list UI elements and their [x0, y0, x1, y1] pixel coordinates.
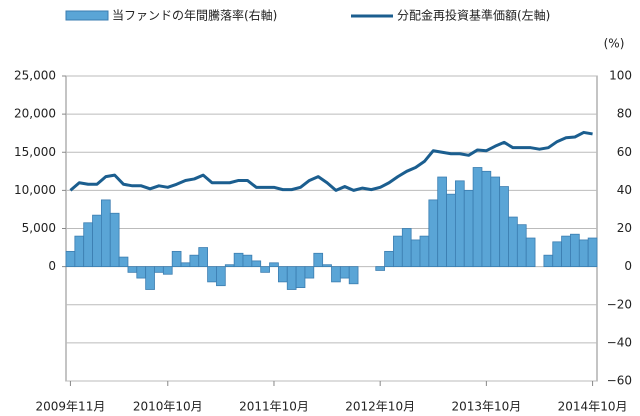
bar: [525, 237, 536, 268]
bar: [145, 266, 155, 290]
bar: [101, 199, 111, 268]
bar: [74, 235, 85, 268]
bar: [277, 266, 288, 283]
bar: [162, 266, 173, 275]
bar: [242, 254, 253, 268]
bar: [83, 222, 93, 268]
y2-tick-label: −20: [607, 297, 632, 311]
bar: [118, 256, 129, 268]
bar: [472, 167, 483, 268]
y2-tick-label: 60: [617, 145, 632, 159]
bar: [189, 254, 200, 268]
bar: [136, 266, 147, 279]
bar: [127, 266, 138, 273]
y-tick-label: 5,000: [22, 221, 56, 235]
bar: [233, 252, 244, 268]
bar: [490, 176, 501, 268]
bar: [313, 252, 324, 268]
bar: [65, 250, 76, 268]
bar: [410, 239, 421, 268]
x-tick-label: 2012年10月: [345, 400, 415, 414]
bar: [552, 241, 563, 268]
y2-tick-label: 20: [617, 221, 632, 235]
bar: [481, 170, 492, 268]
bar: [251, 260, 262, 268]
y-tick-label: 25,000: [14, 69, 56, 83]
bar: [180, 262, 191, 268]
bar: [401, 228, 412, 268]
bar: [260, 266, 270, 273]
legend-label: 分配金再投資基準価額(左軸): [397, 8, 550, 23]
bar: [419, 235, 430, 268]
bar: [198, 247, 209, 268]
y-tick-label: 15,000: [14, 145, 56, 159]
bar: [543, 254, 554, 268]
y2-axis-label: (%): [604, 37, 625, 51]
y2-tick-label: 80: [617, 107, 632, 121]
bar: [348, 266, 359, 285]
x-tick-label: 2013年10月: [451, 400, 521, 414]
bar: [561, 235, 571, 268]
y-tick-label: 10,000: [14, 183, 56, 197]
bar: [437, 176, 447, 268]
bar: [171, 250, 182, 268]
y2-tick-label: 100: [609, 69, 632, 83]
y2-tick-label: 40: [617, 183, 632, 197]
bar: [207, 266, 217, 283]
y-tick-label: 0: [48, 259, 56, 273]
bar: [286, 266, 297, 290]
bar: [224, 264, 235, 268]
legend-swatch: [65, 10, 109, 21]
x-tick-label: 2011年10月: [239, 400, 309, 414]
bar: [269, 262, 279, 268]
bar: [463, 189, 474, 268]
bar: [375, 266, 386, 271]
y-tick-label: 20,000: [14, 107, 56, 121]
bar: [508, 216, 518, 268]
bar: [578, 239, 589, 268]
y2-tick-label: −60: [607, 374, 632, 388]
bar: [331, 266, 341, 283]
legend-label: 当ファンドの年間騰落率(右軸): [112, 8, 277, 23]
y2-tick-label: 0: [624, 259, 632, 273]
bar: [499, 186, 509, 268]
bar: [446, 193, 456, 268]
bar: [587, 237, 598, 268]
bar: [384, 250, 394, 268]
bar: [570, 233, 580, 268]
line: [69, 130, 593, 192]
x-tick-label: 2010年10月: [133, 400, 203, 414]
x-tick-label: 2009年11月: [36, 400, 106, 414]
bar: [216, 266, 226, 287]
bar: [339, 266, 350, 279]
bar: [92, 214, 102, 268]
bar: [516, 224, 527, 268]
bar: [295, 266, 306, 288]
bar: [109, 212, 120, 268]
bar: [454, 180, 465, 268]
bar: [304, 266, 315, 279]
bar: [322, 264, 332, 268]
bar: [428, 199, 439, 268]
bar: [154, 266, 164, 273]
x-tick-label: 2014年10月: [558, 400, 628, 414]
y2-tick-label: −40: [607, 335, 632, 349]
bar: [393, 235, 403, 268]
